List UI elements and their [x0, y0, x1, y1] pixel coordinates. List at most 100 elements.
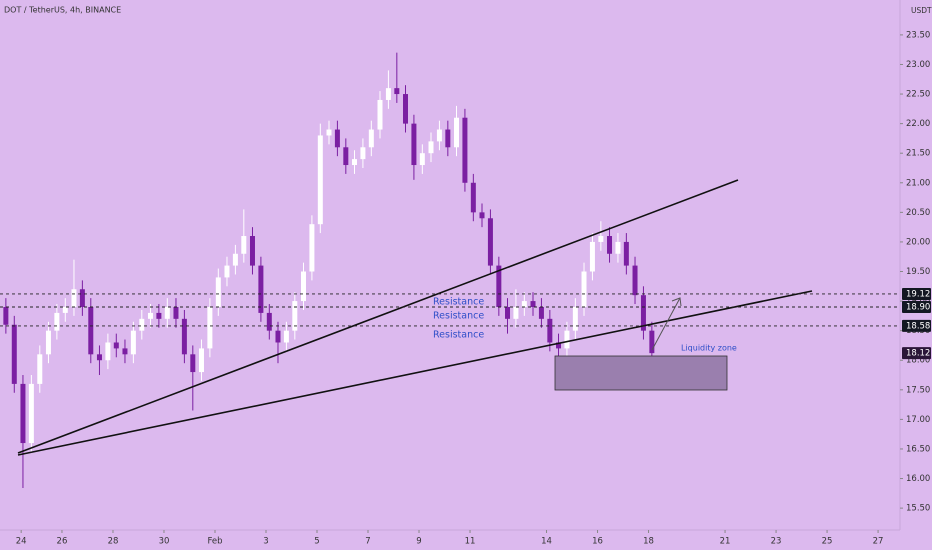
y-tick-label: 21.50: [906, 149, 930, 159]
x-tick-label: 9: [416, 537, 421, 547]
x-tick-label: 21: [720, 537, 731, 547]
y-tick-label: 16.00: [906, 474, 930, 484]
candles: [3, 52, 655, 489]
x-tick-label: 27: [873, 537, 884, 547]
candle-body: [300, 271, 306, 302]
candle-body: [351, 159, 357, 166]
candle-body: [360, 147, 366, 160]
x-tick-label: 18: [643, 537, 654, 547]
candle-body: [632, 265, 638, 296]
x-tick-label: 26: [57, 537, 68, 547]
x-tick-label: 24: [16, 537, 27, 547]
arrow-head: [671, 297, 682, 307]
candle-body: [326, 129, 332, 136]
x-tick-label: 25: [822, 537, 833, 547]
last-price-label: 18.12: [906, 349, 930, 359]
candle-body: [198, 348, 204, 373]
candle-body: [20, 383, 26, 444]
candle-body: [105, 342, 111, 361]
y-tick-label: 15.50: [906, 504, 930, 514]
x-tick-label: 11: [465, 537, 476, 547]
y-tick-label: 22.50: [906, 90, 930, 100]
candle-body: [241, 236, 247, 254]
candle-body: [232, 253, 238, 266]
candle-body: [547, 318, 553, 343]
candle-body: [266, 312, 272, 331]
x-tick-label: 7: [365, 537, 370, 547]
x-tick-label: 30: [159, 537, 170, 547]
trend-line: [17, 179, 739, 454]
arrow: [651, 297, 681, 351]
candle-body: [283, 330, 289, 343]
candle-body: [411, 123, 417, 166]
price-badge: [902, 287, 931, 300]
trend-line: [17, 290, 813, 456]
candle-body: [598, 236, 604, 242]
candle-body: [589, 241, 595, 272]
candle-body: [45, 330, 51, 355]
candle-body: [309, 224, 315, 272]
annotation: Liquidity zone: [681, 344, 737, 353]
candle-body: [181, 318, 187, 355]
candle-body: [28, 383, 34, 444]
candle-body: [258, 265, 264, 313]
candle-body: [249, 236, 255, 266]
candle-body: [445, 129, 451, 148]
candle-body: [623, 241, 629, 266]
candle-body: [368, 129, 374, 148]
candle-body: [496, 265, 502, 307]
candle-body: [317, 135, 323, 225]
candle-body: [156, 312, 162, 319]
candle-body: [513, 306, 519, 319]
y-tick-label: 23.50: [906, 30, 930, 40]
candle-body: [649, 330, 655, 354]
price-badge-label: 19.12: [906, 289, 930, 299]
candle-body: [3, 306, 9, 325]
y-tick-label: 23.00: [906, 60, 930, 70]
candle-body: [54, 312, 60, 331]
candle-body: [402, 94, 408, 124]
candle-body: [11, 324, 17, 384]
candle-body: [564, 330, 570, 349]
candle-body: [275, 330, 281, 343]
candle-body: [334, 129, 340, 148]
candle-body: [62, 306, 68, 313]
candle-body: [122, 348, 128, 355]
chart-title: DOT / TetherUS, 4h, BINANCE: [4, 6, 121, 15]
candle-body: [505, 306, 511, 319]
candle-body: [487, 218, 493, 266]
candle-body: [113, 342, 119, 349]
price-badge: [902, 300, 931, 313]
candle-body: [640, 295, 646, 331]
candle-body: [556, 342, 562, 349]
annotation: Resistance: [433, 311, 484, 322]
candle-body: [173, 306, 179, 319]
candle-body: [147, 312, 153, 319]
annotation: Resistance: [433, 297, 484, 308]
y-tick-label: 22.00: [906, 119, 930, 129]
candle-body: [428, 141, 434, 154]
x-tick-label: 3: [263, 537, 268, 547]
candle-body: [130, 330, 136, 355]
price-badge-label: 18.58: [906, 321, 930, 331]
candle-body: [190, 354, 196, 373]
candle-body: [462, 117, 468, 183]
candle-body: [224, 265, 230, 278]
candle-body: [96, 354, 102, 361]
candle-body: [385, 88, 391, 100]
candle-body: [343, 147, 349, 166]
candle-body: [207, 306, 213, 349]
y-tick-label: 21.00: [906, 178, 930, 188]
candle-body: [139, 318, 145, 331]
candle-body: [454, 117, 460, 148]
candle-body: [164, 306, 170, 319]
candle-body: [419, 153, 425, 166]
candle-body: [88, 306, 94, 355]
price-badge: [902, 319, 931, 332]
last-price-badge: [902, 347, 931, 360]
annotation: Resistance: [433, 330, 484, 341]
y-tick-label: 18.00: [906, 356, 930, 366]
x-tick-label: 28: [108, 537, 119, 547]
